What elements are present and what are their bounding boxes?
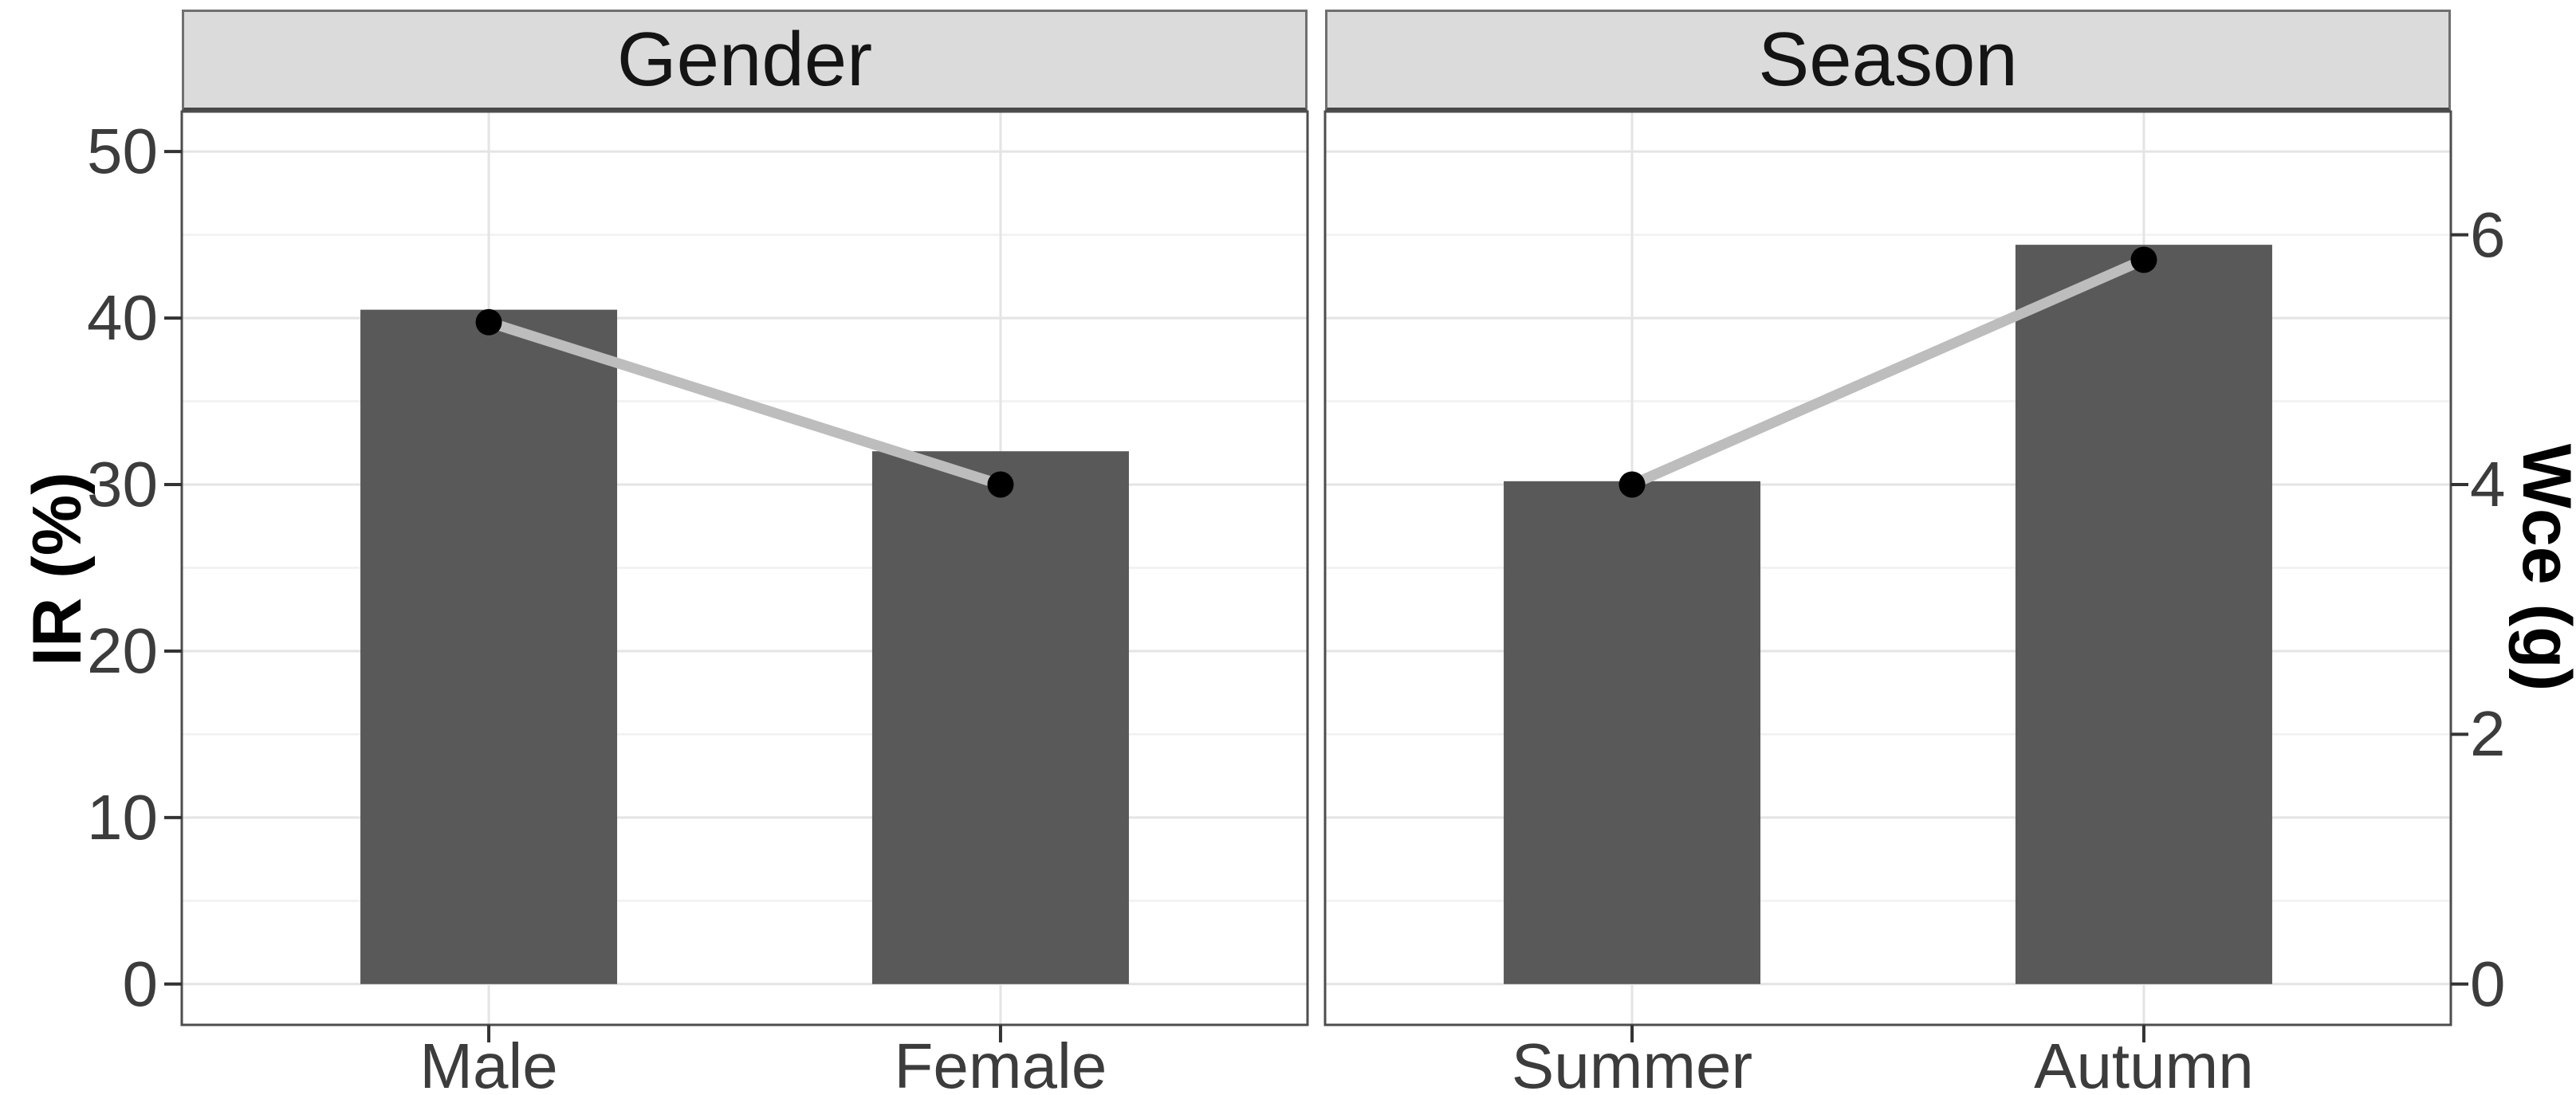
y-right-tick-label-4: 4 — [2470, 449, 2506, 520]
data-point-summer — [1618, 471, 1646, 498]
data-point-male — [475, 308, 502, 336]
x-tick-label-female: Female — [894, 1030, 1107, 1095]
y-left-tick-label-40: 40 — [87, 282, 158, 354]
facet-strip-gender: Gender — [182, 10, 1308, 112]
connector-line — [1630, 254, 2146, 489]
data-point-autumn — [2130, 246, 2157, 273]
x-tick-label-summer: Summer — [1511, 1030, 1753, 1095]
y-left-tick-label-10: 10 — [87, 781, 158, 853]
y-right-tick-label-2: 2 — [2470, 698, 2506, 770]
bar-summer — [1504, 481, 1761, 984]
data-point-female — [987, 471, 1014, 498]
bar-female — [871, 451, 1129, 984]
y-left-tick-label-20: 20 — [87, 614, 158, 686]
connector-line — [487, 317, 1002, 490]
facet-strip-season: Season — [1325, 10, 2451, 112]
y-left-tick-label-0: 0 — [122, 948, 159, 1019]
x-tick-label-male: Male — [419, 1030, 558, 1095]
y-left-tick-label-30: 30 — [87, 449, 158, 520]
x-tick-label-autumn: Autumn — [2034, 1030, 2254, 1095]
facet-title-gender: Gender — [616, 17, 873, 102]
panel-border — [180, 110, 1309, 1026]
y-right-tick-label-6: 6 — [2470, 198, 2506, 270]
bar-autumn — [2015, 245, 2272, 984]
y-right-tick-label-0: 0 — [2470, 948, 2506, 1019]
y-left-tick-label-50: 50 — [87, 116, 158, 187]
panel-border — [1323, 110, 2452, 1026]
bar-male — [360, 309, 618, 984]
facet-title-season: Season — [1758, 17, 2018, 102]
